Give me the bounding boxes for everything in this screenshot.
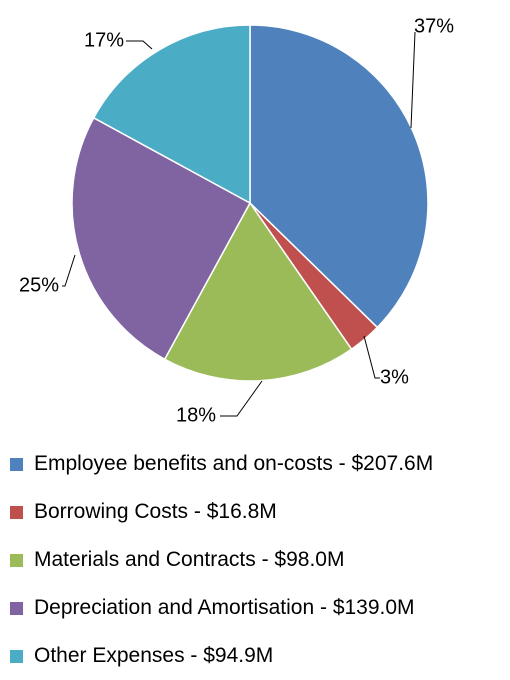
percent-label-depreciation-and-amortisation: 25% (19, 274, 59, 296)
leader-line-borrowing-costs (363, 335, 380, 379)
leader-line-materials-and-contracts (220, 380, 263, 417)
leader-line-depreciation-and-amortisation (62, 254, 76, 287)
legend-label: Other Expenses - $94.9M (34, 644, 274, 667)
legend-label: Borrowing Costs - $16.8M (34, 500, 277, 523)
leader-line-other-expenses (126, 40, 153, 50)
legend-swatch (10, 505, 23, 519)
legend-item-borrowing-costs: Borrowing Costs - $16.8M (10, 488, 510, 536)
legend-item-materials-and-contracts: Materials and Contracts - $98.0M (10, 536, 510, 584)
pie-slice-other-expenses (92, 24, 251, 205)
legend-item-employee-benefits-and-on-costs: Employee benefits and on-costs - $207.6M (10, 440, 510, 488)
chart-legend: Employee benefits and on-costs - $207.6M… (10, 440, 510, 680)
leader-line-employee-benefits-and-on-costs (410, 31, 416, 129)
percent-label-materials-and-contracts: 18% (176, 404, 216, 426)
pie-slice-depreciation-and-amortisation (71, 116, 252, 361)
pie-chart-svg: 37% 3% 18% 25% 17% (19, 15, 454, 426)
pie-slices (71, 24, 429, 382)
percent-label-employee-benefits-and-on-costs: 37% (414, 15, 454, 37)
percent-label-other-expenses: 17% (84, 29, 124, 51)
legend-item-other-expenses: Other Expenses - $94.9M (10, 632, 510, 680)
legend-label: Depreciation and Amortisation - $139.0M (34, 596, 415, 619)
pie-slice-employee-benefits-and-on-costs (249, 24, 429, 329)
legend-swatch (10, 553, 23, 567)
legend-item-depreciation-and-amortisation: Depreciation and Amortisation - $139.0M (10, 584, 510, 632)
legend-swatch (10, 649, 23, 663)
legend-label: Employee benefits and on-costs - $207.6M (34, 452, 434, 475)
legend-swatch (10, 457, 23, 471)
pie-leader-lines (62, 31, 416, 417)
percent-label-borrowing-costs: 3% (380, 366, 409, 388)
pie-chart: 37% 3% 18% 25% 17% (19, 15, 454, 426)
legend-swatch (10, 601, 23, 615)
legend-label: Materials and Contracts - $98.0M (34, 548, 345, 571)
pie-percent-labels: 37% 3% 18% 25% 17% (19, 15, 454, 426)
pie-slice-materials-and-contracts (163, 201, 353, 382)
